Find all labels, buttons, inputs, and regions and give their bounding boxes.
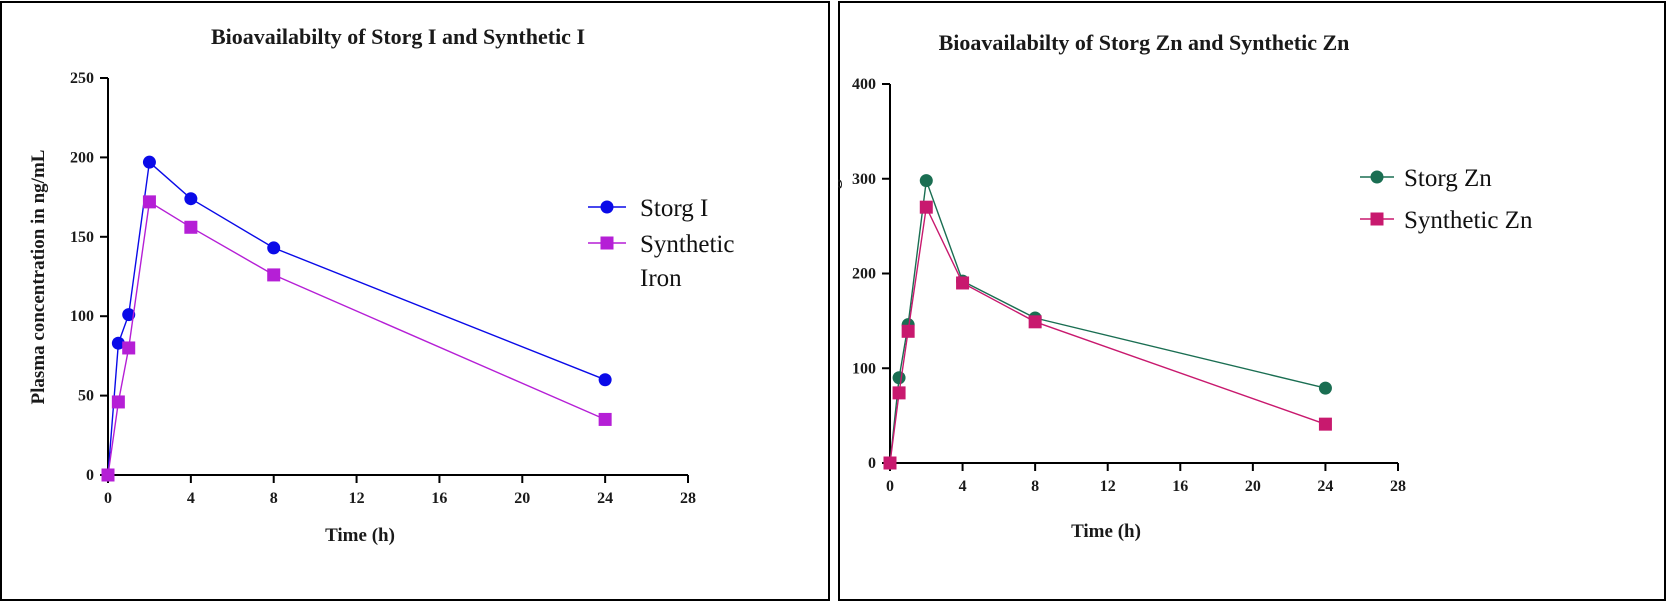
iron-chart-title: Bioavailabilty of Storg I and Synthetic … <box>211 24 585 49</box>
zinc-data-point-square <box>919 200 933 214</box>
zinc-chart-title: Bioavailabilty of Storg Zn and Synthetic… <box>939 30 1350 55</box>
iron-x-tick-label: 12 <box>349 490 365 507</box>
zinc-y-tick-label: 200 <box>852 266 876 283</box>
iron-y-axis-title: Plasma concentration in ng/mL <box>28 150 49 405</box>
zinc-data-point-square <box>956 276 970 290</box>
zinc-data-point-square <box>1028 315 1042 329</box>
iron-data-point-circle <box>184 192 198 206</box>
iron-legend-label: Synthetic <box>640 231 734 258</box>
iron-x-tick-label: 0 <box>104 490 112 507</box>
iron-legend-label: Iron <box>640 265 682 292</box>
iron-y-tick-label: 250 <box>70 70 94 87</box>
iron-legend-marker-circle <box>600 200 614 214</box>
iron-data-point-circle <box>122 308 136 322</box>
iron-series-line-storg-i <box>107 160 606 476</box>
iron-x-tick-label: 28 <box>680 490 696 507</box>
zinc-legend-label: Synthetic Zn <box>1404 207 1533 234</box>
iron-data-point-square <box>142 195 156 209</box>
iron-legend-label: Storg I <box>640 195 708 222</box>
iron-data-point-square <box>111 395 125 409</box>
iron-data-point-square <box>101 468 115 482</box>
chart-panel-iron <box>0 1 830 601</box>
zinc-y-tick-label: 0 <box>868 455 876 472</box>
zinc-data-point-square <box>1318 417 1332 431</box>
zinc-data-point-circle <box>919 174 933 188</box>
iron-y-tick-label: 200 <box>70 149 94 166</box>
iron-x-tick-label: 4 <box>187 490 195 507</box>
zinc-x-axis-title: Time (h) <box>1071 521 1141 542</box>
zinc-data-point-circle <box>1318 381 1332 395</box>
zinc-data-point-circle <box>892 371 906 385</box>
zinc-data-point-square <box>901 324 915 338</box>
chart-panel-zinc <box>838 1 1666 601</box>
zinc-y-tick-label: 400 <box>852 76 876 93</box>
chart-zinc-svg: Bioavailabilty of Storg Zn and Synthetic… <box>838 30 1533 542</box>
zinc-data-point-square <box>892 386 906 400</box>
iron-legend-marker-square <box>600 236 614 250</box>
zinc-x-tick-label: 20 <box>1245 478 1261 495</box>
zinc-x-tick-label: 4 <box>959 478 967 495</box>
iron-x-tick-label: 24 <box>597 490 613 507</box>
zinc-series-line-storg-zn <box>889 180 1326 464</box>
iron-y-tick-label: 0 <box>86 467 94 484</box>
iron-data-point-circle <box>111 336 125 350</box>
iron-data-point-circle <box>142 155 156 169</box>
zinc-y-tick-label: 100 <box>852 360 876 377</box>
zinc-x-tick-label: 12 <box>1100 478 1116 495</box>
iron-y-tick-label: 100 <box>70 308 94 325</box>
chart-iron-svg: Bioavailabilty of Storg I and Synthetic … <box>28 24 734 546</box>
iron-data-point-circle <box>598 373 612 387</box>
zinc-x-tick-label: 0 <box>886 478 894 495</box>
iron-x-tick-label: 8 <box>270 490 278 507</box>
iron-series-line-synthetic-iron <box>107 200 606 476</box>
zinc-data-point-square <box>883 456 897 470</box>
zinc-legend-label: Storg Zn <box>1404 165 1492 192</box>
iron-data-point-square <box>122 341 136 355</box>
zinc-legend-marker-square <box>1370 212 1384 226</box>
iron-y-tick-label: 150 <box>70 229 94 246</box>
iron-y-tick-label: 50 <box>78 388 94 405</box>
iron-x-tick-label: 20 <box>514 490 530 507</box>
zinc-x-tick-label: 28 <box>1390 478 1406 495</box>
iron-data-point-square <box>184 220 198 234</box>
iron-data-point-circle <box>267 241 281 255</box>
zinc-x-tick-label: 8 <box>1031 478 1039 495</box>
iron-data-point-square <box>267 268 281 282</box>
iron-data-point-square <box>598 412 612 426</box>
zinc-x-tick-label: 24 <box>1317 478 1333 495</box>
iron-x-tick-label: 16 <box>431 490 447 507</box>
zinc-x-tick-label: 16 <box>1172 478 1188 495</box>
iron-x-axis-title: Time (h) <box>325 525 395 546</box>
zinc-y-axis-title: Plasma concentration in ng/mL <box>838 146 843 401</box>
zinc-y-tick-label: 300 <box>852 171 876 188</box>
zinc-legend-marker-circle <box>1370 170 1384 184</box>
